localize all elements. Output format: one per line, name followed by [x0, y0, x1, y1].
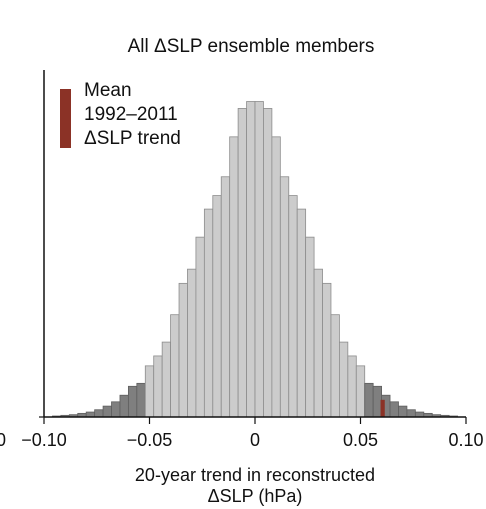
histogram-bar: [322, 282, 332, 418]
histogram-bar: [136, 382, 146, 418]
histogram-bar: [347, 355, 357, 418]
highlight-group: [380, 399, 385, 417]
histogram-bar: [271, 136, 281, 418]
histogram-bar: [195, 236, 205, 418]
histogram-bar: [203, 208, 214, 418]
x-tick-label: −0.10: [21, 430, 67, 450]
legend-line-2: 1992–2011: [84, 104, 178, 125]
histogram-bar: [254, 101, 264, 418]
histogram-bar: [389, 401, 399, 418]
legend-line-3: ΔSLP trend: [84, 128, 181, 149]
histogram-bar: [212, 195, 222, 418]
histogram-bar: [170, 314, 180, 418]
histogram-bar: [355, 365, 366, 418]
histogram-bar: [279, 176, 290, 418]
x-tick-label: 0: [250, 430, 260, 450]
histogram-bar: [313, 268, 323, 418]
histogram-bar: [237, 108, 247, 418]
bars-group: [52, 101, 458, 418]
legend-line-1: Mean: [84, 80, 132, 101]
legend-swatch: [60, 89, 71, 148]
histogram-bar: [305, 236, 315, 418]
histogram-bar: [178, 282, 188, 418]
histogram-bar: [111, 401, 121, 418]
histogram-bar: [94, 409, 104, 418]
histogram-bar: [330, 314, 340, 418]
x-tick-label: 0.10: [448, 430, 483, 450]
histogram-bar: [372, 385, 383, 418]
x-axis-label-line-2: ΔSLP (hPa): [208, 486, 303, 506]
x-ticks-group: −0.10 −0.05 0 0.05 0.10: [21, 417, 484, 450]
x-tick-label: −0.05: [127, 430, 173, 450]
histogram-bar: [296, 208, 307, 418]
histogram-bar: [229, 136, 239, 418]
histogram-bar: [119, 394, 129, 418]
histogram-bar: [161, 341, 172, 418]
chart-title: All ΔSLP ensemble members: [128, 36, 375, 57]
highlight-bar: [380, 399, 385, 417]
x-tick-label: 0.05: [343, 430, 378, 450]
histogram-bar: [364, 382, 374, 418]
histogram-bar: [220, 176, 231, 418]
histogram-bar: [127, 385, 138, 418]
histogram-bar: [406, 409, 416, 418]
histogram-bar: [246, 101, 256, 418]
histogram-bar: [338, 341, 349, 418]
legend: Mean 1992–2011 ΔSLP trend: [60, 80, 181, 149]
histogram-bar: [153, 355, 163, 418]
x-axis-label-line-1: 20-year trend in reconstructed: [135, 465, 375, 485]
histogram-bar: [144, 365, 155, 418]
histogram-bar: [102, 405, 112, 418]
y-left-tick-label: 0: [0, 430, 6, 450]
histogram-bar: [263, 108, 273, 418]
histogram-bar: [288, 195, 298, 418]
histogram-bar: [187, 268, 197, 418]
histogram-bar: [398, 405, 408, 418]
